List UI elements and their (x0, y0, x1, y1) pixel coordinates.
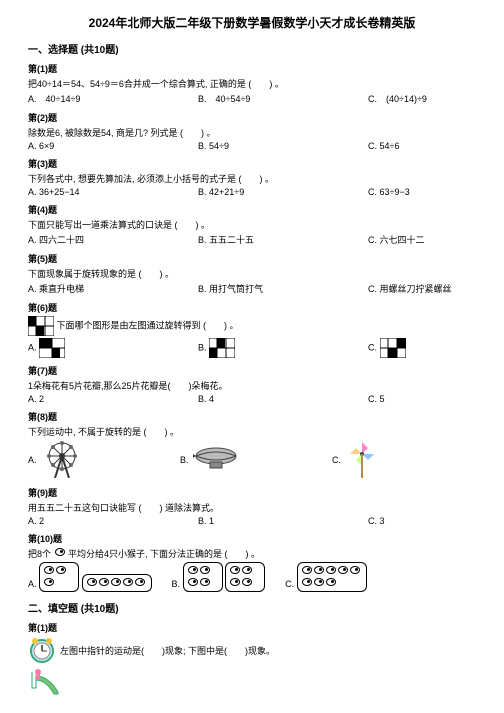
page-title: 2024年北师大版二年级下册数学暑假数学小天才成长卷精英版 (28, 14, 476, 31)
section-2-head: 二、填空题 (共10题) (28, 600, 476, 615)
q2-opts: A. 6×9 B. 54÷9 C. 54÷6 (28, 141, 476, 151)
q4-opts: A. 四六二十四 B. 五五二十五 C. 六七四十二 (28, 233, 476, 246)
fq1-row: 左图中指针的运动是( )现象; 下图中是( )现象。 (28, 636, 476, 664)
q4-head: 第(4)题 (28, 203, 476, 216)
q2-opt-c: C. 54÷6 (368, 141, 468, 151)
q1-opt-c: C. (40÷14)÷9 (368, 92, 468, 105)
q8-opt-c: C. (332, 440, 476, 480)
q10-c-box1 (297, 562, 367, 592)
q10-b-box2 (225, 562, 265, 592)
q4-opt-c: C. 六七四十二 (368, 233, 468, 246)
q9-opt-a: A. 2 (28, 516, 198, 526)
q6-opt-a: A. (28, 338, 198, 358)
q6-a-shape-icon (39, 338, 65, 358)
fq1-text: 左图中指针的运动是( )现象; 下图中是( )现象。 (60, 644, 275, 657)
q8-head: 第(8)题 (28, 410, 476, 423)
q8-opts: A. B. (28, 440, 476, 480)
q10-text: 把8个 平均分给4只小猴子, 下面分法正确的是 ( ) 。 (28, 547, 476, 560)
zeppelin-icon (193, 444, 239, 476)
q1-text: 把40÷14＝54、54÷9＝6合并成一个综合算式, 正确的是 ( ) 。 (28, 77, 476, 90)
q10-opt-a: A. (28, 562, 152, 592)
q8-opt-b: B. (180, 444, 324, 476)
q6-ref-shape-icon (28, 316, 54, 336)
q10-opts: A. B. C. (28, 562, 476, 592)
q10-opt-b: B. (172, 562, 266, 592)
q4-text: 下面只能写出一道乘法算式的口诀是 ( ) 。 (28, 218, 476, 231)
q4-opt-a: A. 四六二十四 (28, 233, 198, 246)
q10-a-box1 (39, 562, 79, 592)
q3-opt-a: A. 36+25−14 (28, 187, 198, 197)
q5-text: 下面现象属于旋转现象的是 ( ) 。 (28, 267, 476, 280)
q1-opts: A. 40÷14÷9 B. 40÷54÷9 C. (40÷14)÷9 (28, 92, 476, 105)
q10-opt-c: C. (285, 562, 367, 592)
q10-a-box2 (82, 574, 152, 592)
q2-opt-a: A. 6×9 (28, 141, 198, 151)
q7-head: 第(7)题 (28, 364, 476, 377)
q2-head: 第(2)题 (28, 111, 476, 124)
q3-opt-c: C. 63÷9−3 (368, 187, 468, 197)
clock-icon (28, 636, 56, 664)
fq1-slide-row (28, 668, 476, 696)
q6-opt-c: C. (368, 338, 468, 358)
q5-opt-c: C. 用螺丝刀拧紧螺丝 (368, 282, 468, 295)
q9-head: 第(9)题 (28, 486, 476, 499)
pinwheel-icon (345, 440, 379, 480)
q6-b-shape-icon (209, 338, 235, 358)
q8-opt-a: A. (28, 440, 172, 480)
peach-icon (55, 548, 65, 556)
q9-text: 用五五二十五这句口诀能写 ( ) 道除法算式。 (28, 501, 476, 514)
q3-opts: A. 36+25−14 B. 42+21÷9 C. 63÷9−3 (28, 187, 476, 197)
q5-opts: A. 乘直升电梯 B. 用打气筒打气 C. 用螺丝刀拧紧螺丝 (28, 282, 476, 295)
q6-opt-b: B. (198, 338, 368, 358)
q3-text: 下列各式中, 想要先算加法, 必须添上小括号的式子是 ( ) 。 (28, 172, 476, 185)
q6-opts: A. B. C. (28, 338, 476, 358)
q5-opt-b: B. 用打气筒打气 (198, 282, 368, 295)
q7-text: 1朵梅花有5片花瓣,那么25片花瓣是( )朵梅花。 (28, 379, 476, 392)
fq1-head: 第(1)题 (28, 621, 476, 634)
q3-opt-b: B. 42+21÷9 (198, 187, 368, 197)
q5-head: 第(5)题 (28, 252, 476, 265)
q7-opts: A. 2 B. 4 C. 5 (28, 394, 476, 404)
slide-icon (28, 668, 62, 696)
q9-opt-c: C. 3 (368, 516, 468, 526)
q2-text: 除数是6, 被除数是54, 商是几? 列式是 ( ) 。 (28, 126, 476, 139)
q2-opt-b: B. 54÷9 (198, 141, 368, 151)
q10-b-box1 (183, 562, 223, 592)
q9-opt-b: B. 1 (198, 516, 368, 526)
q7-opt-c: C. 5 (368, 394, 468, 404)
q6-c-shape-icon (380, 338, 406, 358)
q6-head: 第(6)题 (28, 301, 476, 314)
q4-opt-b: B. 五五二十五 (198, 233, 368, 246)
q10-head: 第(10)题 (28, 532, 476, 545)
q1-opt-a: A. 40÷14÷9 (28, 92, 198, 105)
q6-text-span: 下面哪个图形是由左图通过旋转得到 ( ) 。 (57, 320, 239, 330)
q1-opt-b: B. 40÷54÷9 (198, 92, 368, 105)
q3-head: 第(3)题 (28, 157, 476, 170)
q1-head: 第(1)题 (28, 62, 476, 75)
q8-text: 下列运动中, 不属于旋转的是 ( ) 。 (28, 425, 476, 438)
q7-opt-b: B. 4 (198, 394, 368, 404)
q9-opts: A. 2 B. 1 C. 3 (28, 516, 476, 526)
q7-opt-a: A. 2 (28, 394, 198, 404)
q6-text: 下面哪个图形是由左图通过旋转得到 ( ) 。 (28, 316, 476, 336)
ferris-wheel-icon (41, 440, 83, 480)
section-1-head: 一、选择题 (共10题) (28, 41, 476, 56)
q5-opt-a: A. 乘直升电梯 (28, 282, 198, 295)
